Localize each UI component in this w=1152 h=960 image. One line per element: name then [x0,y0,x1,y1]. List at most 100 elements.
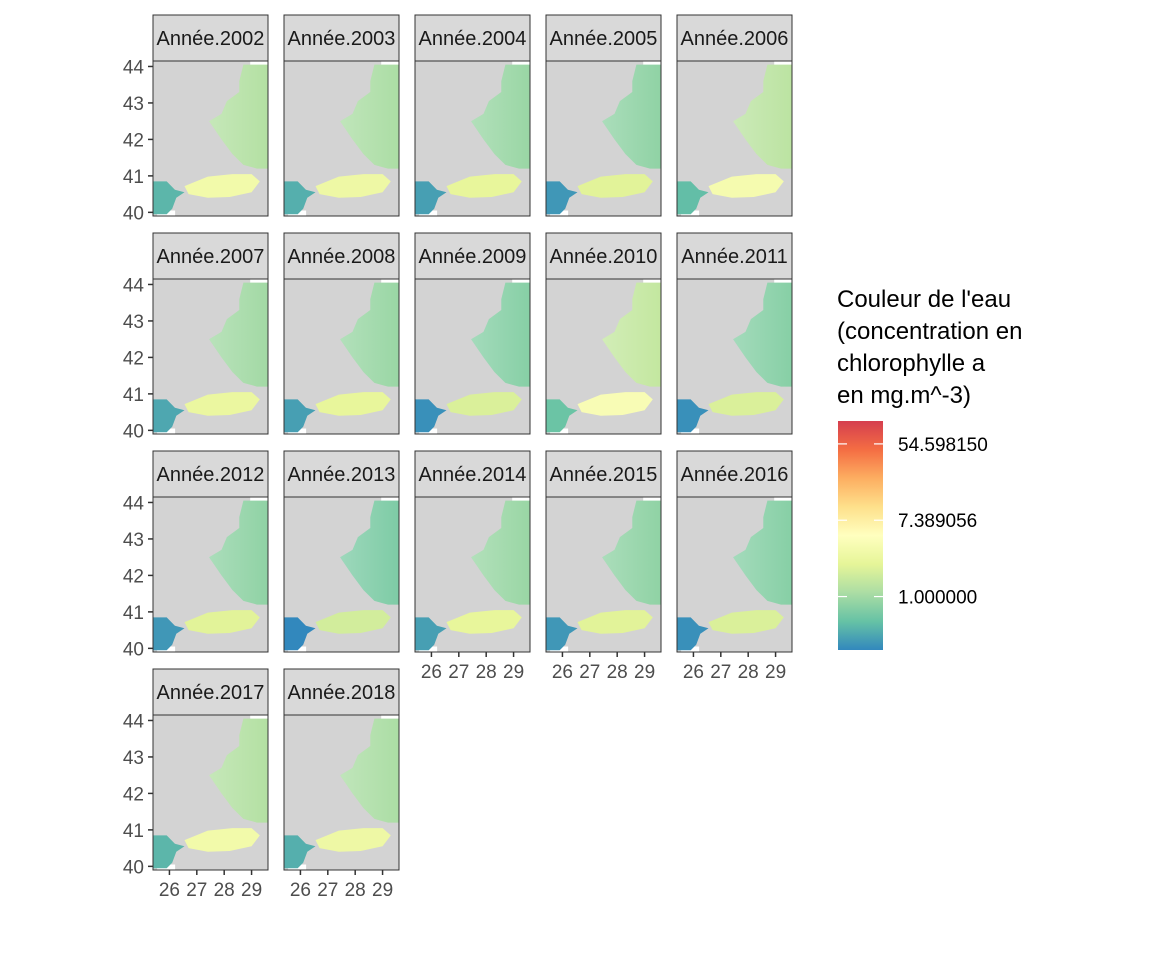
panel-border [152,60,269,217]
marmara-sea-raster [708,392,784,416]
marmara-sea-raster [184,392,260,416]
y-axis: 40 41 42 43 44 [123,57,153,224]
panel-border [545,496,662,653]
panel-border [152,278,269,435]
aegean-sea-raster [677,181,709,215]
facet-label: Année.2007 [157,246,265,268]
marmara-sea-raster [315,610,391,634]
facet-panel: Année.2006 [676,14,793,217]
x-tick-label: 28 [345,880,366,901]
facet-strip [152,450,269,498]
legend-colorbar [838,421,883,650]
x-tick-label: 26 [552,662,573,683]
legend-label: 1.000000 [898,588,977,609]
facet-strip [676,232,793,280]
raster-edge [250,61,268,65]
facet-panel: Année.2011 [676,232,793,435]
y-axis: 40 41 42 43 44 [123,711,153,878]
y-tick-label: 42 [123,348,144,369]
panel-border [414,278,531,435]
facet-label: Année.2011 [681,246,787,268]
facet-panel: Année.2012 40 41 42 43 44 [123,450,269,660]
facet-label: Année.2014 [419,464,527,486]
coastal-gradient [209,64,268,169]
coastal-gradient [340,718,399,823]
coastal-gradient [733,500,792,605]
facet-panel: Année.2014 26 27 28 29 [414,450,531,683]
panel-border [545,278,662,435]
legend-title-line: en mg.m^-3) [837,382,971,409]
coastal-gradient [471,64,530,169]
raster-edge [381,497,399,501]
x-axis: 26 27 28 29 [683,652,786,683]
facet-strip [545,14,662,62]
facet-panel: Année.2007 40 41 42 43 44 [123,232,269,442]
x-axis: 26 27 28 29 [159,870,262,901]
panel-border [545,60,662,217]
panel-border [676,278,793,435]
aegean-sea-raster [546,181,578,215]
y-tick-label: 40 [123,639,144,660]
legend-title-line: (concentration en [837,318,1022,345]
facet-label: Année.2004 [419,28,527,50]
coastal-gradient [733,64,792,169]
facet-label: Année.2015 [550,464,658,486]
x-tick-label: 29 [372,880,393,901]
facet-strip [414,232,531,280]
facet-label: Année.2006 [681,28,789,50]
facet-strip [152,14,269,62]
panel-border [676,496,793,653]
legend-label: 54.598150 [898,435,988,456]
x-tick-label: 27 [317,880,338,901]
facet-strip [676,450,793,498]
raster-edge [643,279,661,283]
marmara-sea-raster [446,174,522,198]
panel-border [283,278,400,435]
facet-panel: Année.2008 [283,232,400,435]
marmara-sea-raster [446,392,522,416]
aegean-sea-raster [415,399,447,433]
aegean-sea-raster [677,617,709,651]
panel-border [152,714,269,871]
raster-edge [774,61,792,65]
raster-edge [774,279,792,283]
marmara-sea-raster [184,610,260,634]
y-axis: 40 41 42 43 44 [123,275,153,442]
coastal-gradient [733,282,792,387]
panel-border [414,60,531,217]
x-tick-label: 29 [634,662,655,683]
x-tick-label: 26 [421,662,442,683]
y-tick-label: 44 [123,493,145,514]
y-tick-label: 44 [123,275,145,296]
y-tick-label: 43 [123,312,144,333]
y-tick-label: 41 [123,603,144,624]
marmara-sea-raster [577,174,653,198]
aegean-sea-raster [415,181,447,215]
y-tick-label: 42 [123,130,144,151]
facet-label: Année.2013 [288,464,396,486]
x-tick-label: 29 [503,662,524,683]
x-tick-label: 27 [710,662,731,683]
legend-title-line: chlorophylle a [837,350,986,377]
facet-panel: Année.2003 [283,14,400,217]
aegean-sea-raster [153,835,185,869]
y-tick-label: 40 [123,857,144,878]
panel-border [152,496,269,653]
marmara-sea-raster [708,610,784,634]
panel-border [283,714,400,871]
legend-label: 7.389056 [898,511,977,532]
facet-panel: Année.2016 26 27 28 29 [676,450,793,683]
x-tick-label: 26 [683,662,704,683]
aegean-sea-raster [284,617,316,651]
raster-edge [512,497,530,501]
marmara-sea-raster [577,392,653,416]
raster-edge [381,715,399,719]
y-tick-label: 40 [123,203,144,224]
facet-label: Année.2009 [419,246,527,268]
marmara-sea-raster [708,174,784,198]
y-tick-label: 43 [123,530,144,551]
raster-edge [250,497,268,501]
marmara-sea-raster [446,610,522,634]
coastal-gradient [340,500,399,605]
y-tick-label: 43 [123,94,144,115]
